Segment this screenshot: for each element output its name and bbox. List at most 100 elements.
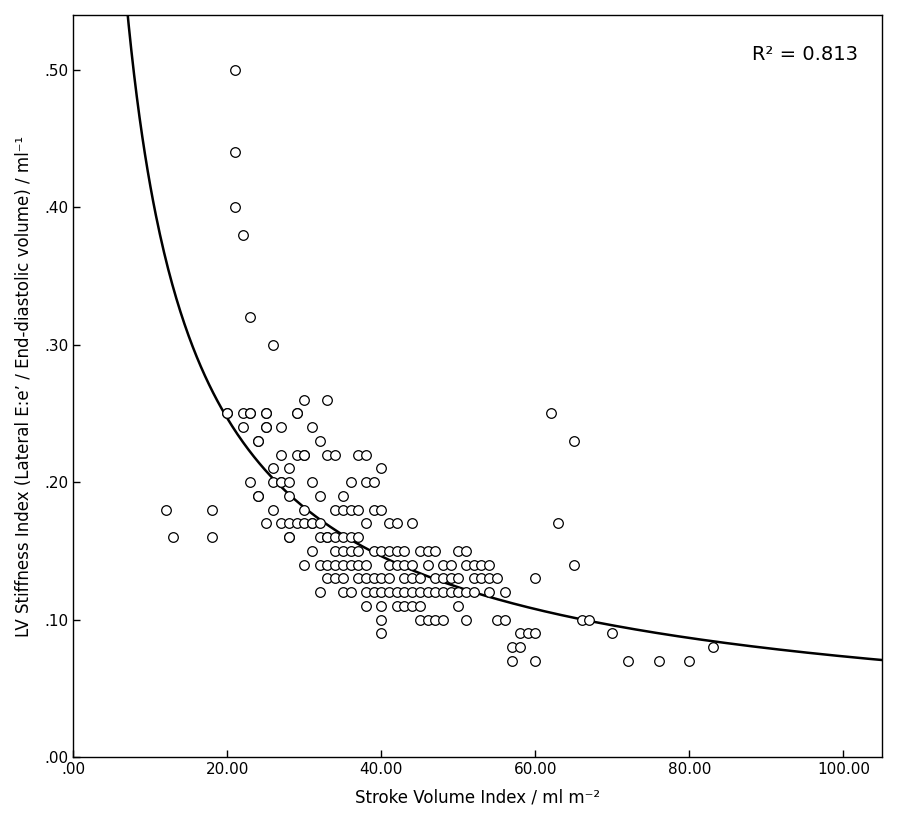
Point (475, 571, 489, 585)
Point (305, 544, 319, 557)
Point (228, 146, 242, 159)
Point (574, 613, 588, 626)
Point (266, 338, 281, 351)
Point (282, 517, 296, 530)
Point (436, 585, 450, 599)
Point (335, 585, 350, 599)
Point (466, 571, 481, 585)
Point (359, 571, 373, 585)
Point (335, 489, 350, 502)
Point (335, 503, 350, 516)
Point (328, 571, 343, 585)
Point (312, 489, 327, 502)
Point (328, 530, 343, 544)
Point (443, 558, 457, 571)
Point (421, 585, 435, 599)
Point (513, 626, 527, 640)
Point (351, 530, 365, 544)
Point (389, 517, 404, 530)
Point (367, 585, 381, 599)
Point (236, 228, 250, 241)
Point (405, 599, 419, 612)
Point (374, 544, 388, 557)
Point (552, 517, 566, 530)
Point (705, 640, 719, 654)
Point (351, 558, 365, 571)
Point (282, 489, 296, 502)
Point (258, 517, 273, 530)
Point (290, 407, 304, 420)
Point (421, 544, 435, 557)
Point (251, 434, 266, 447)
Point (320, 558, 335, 571)
Point (382, 517, 396, 530)
Point (567, 558, 581, 571)
Point (413, 613, 427, 626)
Point (344, 475, 358, 488)
Point (359, 585, 373, 599)
Point (243, 407, 257, 420)
Point (451, 599, 466, 612)
Point (166, 530, 180, 544)
Point (382, 558, 396, 571)
Point (266, 462, 281, 475)
Point (220, 407, 234, 420)
Point (413, 544, 427, 557)
Point (243, 407, 257, 420)
Point (236, 407, 250, 420)
Point (482, 558, 496, 571)
Point (451, 571, 466, 585)
Point (297, 448, 311, 461)
Point (290, 407, 304, 420)
Point (421, 558, 435, 571)
Point (328, 503, 343, 516)
Point (359, 475, 373, 488)
Point (367, 503, 381, 516)
Point (228, 201, 242, 214)
Point (335, 571, 350, 585)
Point (528, 571, 543, 585)
X-axis label: Stroke Volume Index / ml m⁻²: Stroke Volume Index / ml m⁻² (355, 788, 600, 806)
Point (382, 544, 396, 557)
Point (490, 613, 504, 626)
Point (335, 544, 350, 557)
Point (320, 393, 335, 406)
Point (651, 654, 666, 667)
Point (236, 420, 250, 433)
Point (266, 475, 281, 488)
Point (605, 626, 620, 640)
Point (328, 448, 343, 461)
Point (451, 585, 466, 599)
Point (397, 599, 412, 612)
Point (359, 448, 373, 461)
Point (290, 448, 304, 461)
Point (312, 558, 327, 571)
Point (405, 571, 419, 585)
Point (258, 407, 273, 420)
Point (274, 448, 288, 461)
Point (528, 654, 543, 667)
Point (320, 530, 335, 544)
Point (359, 558, 373, 571)
Point (544, 407, 558, 420)
Point (436, 558, 450, 571)
Point (505, 640, 519, 654)
Point (397, 558, 412, 571)
Point (243, 475, 257, 488)
Point (344, 530, 358, 544)
Point (389, 544, 404, 557)
Point (305, 517, 319, 530)
Point (351, 571, 365, 585)
Point (359, 599, 373, 612)
Y-axis label: LV Stiffness Index (Lateral E:e’ / End-diastolic volume) / ml⁻¹: LV Stiffness Index (Lateral E:e’ / End-d… (15, 135, 33, 636)
Point (436, 571, 450, 585)
Point (220, 407, 234, 420)
Point (374, 585, 388, 599)
Point (374, 626, 388, 640)
Point (328, 558, 343, 571)
Point (374, 503, 388, 516)
Point (490, 571, 504, 585)
Point (405, 558, 419, 571)
Point (405, 517, 419, 530)
Point (443, 571, 457, 585)
